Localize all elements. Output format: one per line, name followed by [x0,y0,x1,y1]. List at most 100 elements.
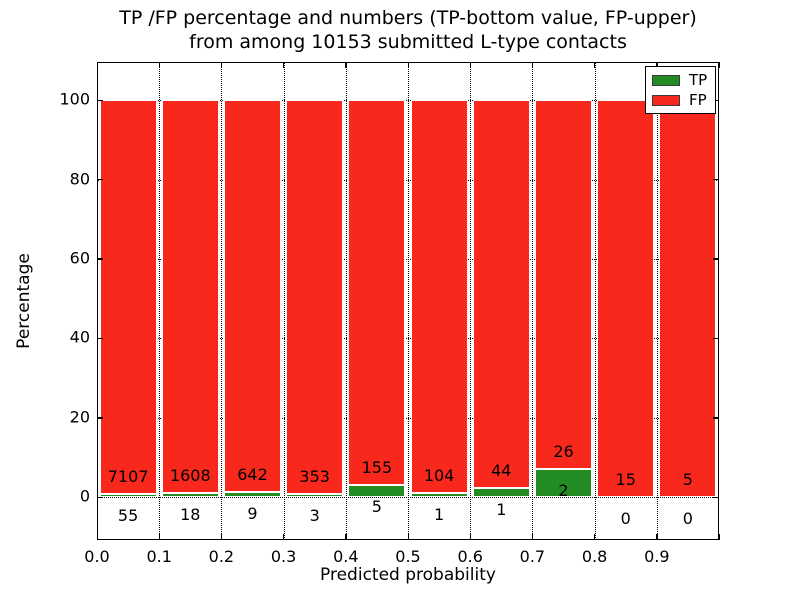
x-tick-label: 0.3 [270,547,297,566]
tp-bar [286,493,344,498]
x-tick-mark [531,534,534,540]
tp-bar [161,492,219,498]
x-tick-mark [594,534,596,540]
x-tick-mark [158,534,161,540]
legend-label-tp: TP [689,70,708,89]
fp-bar [597,100,655,498]
chart-title-line2: from among 10153 submitted L-type contac… [189,31,627,53]
tp-count-label: 9 [247,503,258,523]
h-gridline [97,338,719,340]
y-tick-label: 20 [69,407,90,427]
tp-bar [472,488,530,498]
y-tick-label: 100 [59,89,90,109]
fp-count-label: 1608 [169,465,211,485]
chart-title: TP /FP percentage and numbers (TP-bottom… [8,6,800,54]
y-tick-mark [97,179,103,181]
y-tick-mark [97,337,103,340]
y-tick-mark [97,417,103,419]
x-tick-label: 0.4 [333,547,359,566]
v-gridline [283,62,285,540]
v-gridline [159,62,161,540]
tp-count-label: 1 [496,500,507,520]
x-tick-mark-top [220,62,223,68]
fp-count-label: 15 [615,470,636,490]
x-axis-label: Predicted probability [320,565,496,585]
tp-count-label: 5 [371,496,382,516]
x-tick-mark [345,534,347,540]
x-tick-mark-top [158,62,161,68]
v-gridline [656,62,658,540]
tp-legend-swatch-icon [652,74,680,86]
fp-count-label: 104 [423,466,455,486]
chart-title-line1: TP /FP percentage and numbers (TP-bottom… [119,7,697,29]
fp-bar [348,100,406,485]
v-gridline [221,62,223,540]
tp-bar [223,491,282,498]
v-gridline [470,62,472,540]
tp-bar [99,494,157,498]
x-tick-mark [220,534,223,540]
x-tick-mark [469,534,472,540]
tp-count-label: 3 [309,505,320,525]
fp-bar [534,100,593,469]
fp-count-label: 353 [299,466,330,486]
y-tick-mark-right [713,99,719,101]
x-tick-mark-top [531,62,534,68]
v-gridline [594,62,596,540]
fp-count-label: 44 [491,461,512,481]
y-tick-mark-right [713,337,719,340]
fp-count-label: 155 [361,457,393,477]
fp-bar [286,100,344,494]
x-tick-mark-top [469,62,472,68]
tp-count-label: 18 [180,504,201,524]
fp-bar [161,100,219,493]
y-tick-mark-right [713,258,719,260]
x-tick-label: 0.0 [84,547,110,566]
x-tick-mark-top [345,62,347,68]
y-tick-mark-right [713,417,719,419]
x-tick-mark-top [283,62,285,68]
tp-count-label: 2 [558,480,569,500]
x-tick-mark [718,534,720,540]
x-tick-label: 0.9 [644,547,670,566]
y-tick-label: 60 [69,248,90,268]
fp-bar [223,100,282,492]
x-tick-label: 0.2 [208,547,235,566]
tp-bar [534,468,593,498]
zero-gridline [97,497,719,499]
y-tick-label: 0 [79,486,90,506]
y-tick-mark [97,258,103,260]
x-tick-label: 0.1 [146,547,172,566]
fp-bar [410,100,468,494]
x-tick-mark-top [656,62,658,68]
x-tick-label: 0.7 [519,547,546,566]
x-tick-mark-top [96,62,98,68]
tp-bar [410,493,468,498]
x-tick-mark [283,534,285,540]
tp-count-label: 0 [620,509,631,529]
legend-entry-tp: TP [652,70,709,89]
y-tick-mark-right [713,496,719,498]
x-tick-mark [96,534,98,540]
tp-count-label: 1 [434,505,445,525]
x-tick-mark-top [594,62,596,68]
legend-entry-fp: FP [652,90,709,109]
x-tick-label: 0.6 [457,547,483,566]
x-tick-mark-top [718,62,720,68]
fp-bar [99,100,157,495]
y-tick-label: 80 [69,169,90,189]
legend-label-fp: FP [689,90,707,109]
y-axis-label: Percentage [14,253,34,349]
fp-bar [472,100,530,489]
y-tick-label: 40 [69,327,90,347]
x-tick-label: 0.8 [581,547,608,566]
x-tick-mark [407,534,409,540]
tp-bar [348,484,406,498]
h-gridline [97,258,719,260]
fp-legend-swatch-icon [652,94,680,106]
y-tick-mark-right [713,179,719,181]
fp-count-label: 7107 [107,467,149,487]
h-gridline [97,179,719,181]
h-gridline [97,100,719,102]
